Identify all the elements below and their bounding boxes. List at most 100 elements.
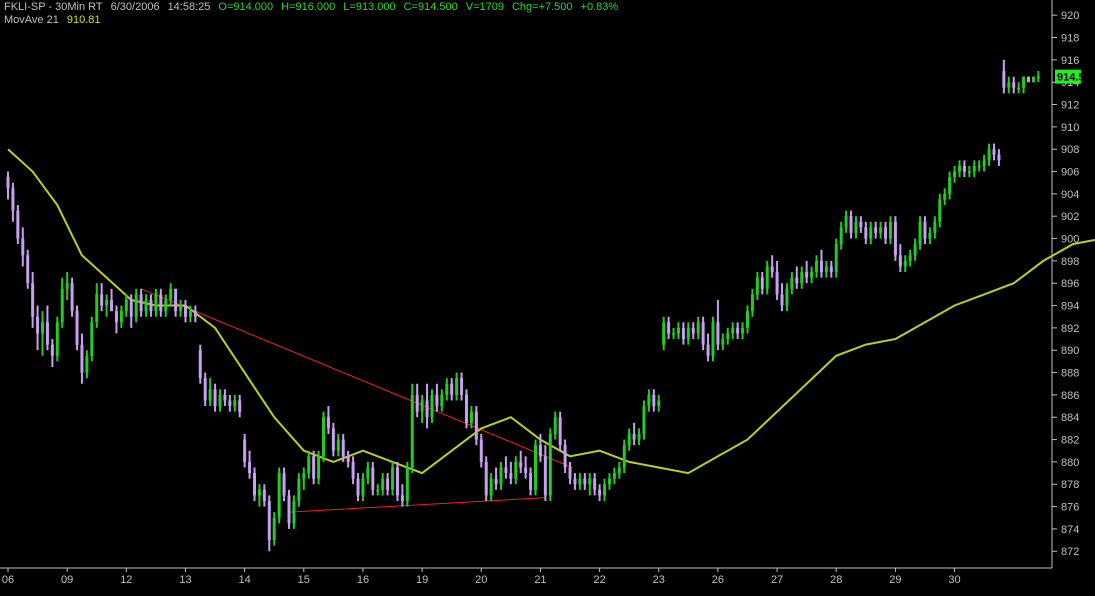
ohlc-bar: [346, 450, 350, 468]
ohlc-bar: [50, 339, 54, 367]
y-tick-label: 898: [1061, 256, 1079, 268]
moving-average-line: [7, 148, 1095, 475]
bar-body: [460, 378, 464, 395]
bar-body: [149, 299, 153, 312]
ohlc-bar: [307, 450, 311, 479]
ohlc-bar: [775, 260, 779, 300]
bar-body: [331, 428, 335, 451]
ohlc-bar: [524, 456, 528, 479]
bar-body: [50, 344, 54, 356]
ohlc-bar: [1012, 76, 1016, 94]
bar-body: [435, 394, 439, 407]
ohlc-bar: [529, 467, 533, 496]
ohlc-bar: [1017, 82, 1021, 94]
ohlc-bar: [612, 467, 616, 485]
bar-body: [489, 478, 493, 496]
ohlc-bar: [386, 473, 390, 496]
ohlc-bar: [741, 322, 745, 340]
y-tick-label: 910: [1061, 122, 1079, 134]
ohlc-bar: [317, 450, 321, 485]
bar-body: [326, 417, 330, 429]
ohlc-bar: [262, 484, 266, 507]
bar-body: [322, 417, 326, 457]
ohlc-bar: [322, 411, 326, 462]
ohlc-bar: [686, 322, 690, 345]
bar-body: [297, 478, 301, 501]
bar-body: [612, 473, 616, 479]
ohlc-bar: [179, 299, 183, 317]
ohlc-bar: [129, 294, 133, 328]
bar-body: [1022, 76, 1026, 88]
ohlc-bar: [943, 188, 947, 206]
y-tick-label: 916: [1061, 55, 1079, 67]
ohlc-bar: [55, 316, 59, 362]
ohlc-bar: [65, 272, 69, 300]
ohlc-bar: [637, 428, 641, 446]
y-tick-label: 880: [1061, 457, 1079, 469]
bar-body: [622, 445, 626, 468]
bar-body: [346, 456, 350, 462]
bar-body: [208, 389, 212, 401]
bar-body: [997, 154, 1001, 161]
ohlc-bar: [154, 288, 158, 317]
high-value: H=916.000: [281, 1, 336, 13]
y-tick-label: 920: [1061, 10, 1079, 22]
ohlc-bar: [913, 238, 917, 261]
y-tick-label: 874: [1061, 524, 1079, 536]
ohlc-bar: [124, 294, 128, 317]
ohlc-bar: [381, 473, 385, 496]
ohlc-bar: [203, 372, 207, 407]
ohlc-bar: [795, 266, 799, 289]
ohlc-bar: [376, 484, 380, 496]
ohlc-bar: [800, 266, 804, 289]
bar-body: [607, 478, 611, 485]
ohlc-bar: [568, 461, 572, 485]
y-tick-label: 884: [1061, 412, 1079, 424]
bar-body: [524, 467, 528, 474]
bar-body: [6, 177, 10, 189]
ohlc-bar: [760, 272, 764, 295]
x-tick-label: 15: [298, 574, 310, 586]
bar-body: [992, 149, 996, 155]
ohlc-bar: [509, 461, 513, 485]
bar-body: [1036, 76, 1040, 79]
ohlc-bar: [908, 249, 912, 267]
ohlc-bar: [938, 193, 942, 228]
low-value: L=913.000: [343, 1, 396, 13]
ohlc-bar: [90, 316, 94, 362]
ohlc-bar: [479, 433, 483, 468]
x-tick-label: 23: [653, 574, 665, 586]
ohlc-bar: [218, 389, 222, 412]
ohlc-bar: [331, 422, 335, 457]
bar-body: [553, 417, 557, 434]
bar-body: [420, 400, 424, 412]
y-tick-label: 888: [1061, 368, 1079, 380]
ohlc-bar: [114, 305, 118, 334]
ohlc-bar: [874, 221, 878, 239]
bar-body: [317, 456, 321, 479]
ohlc-bar: [588, 473, 592, 496]
bar-body: [90, 322, 94, 356]
bar-body: [445, 383, 449, 395]
bar-body: [474, 411, 478, 440]
x-tick-label: 26: [712, 574, 724, 586]
bar-body: [336, 439, 340, 451]
ohlc-bar: [425, 383, 429, 429]
y-tick-label: 892: [1061, 323, 1079, 335]
bar-body: [573, 478, 577, 485]
bar-body: [563, 445, 567, 468]
bar-body: [627, 433, 631, 446]
ohlc-bar: [918, 216, 922, 250]
ohlc-bar: [736, 322, 740, 340]
bar-body: [253, 473, 256, 496]
bar-body: [681, 327, 685, 340]
y-tick-label: 904: [1061, 189, 1079, 201]
ohlc-bar: [164, 294, 168, 317]
ohlc-bar: [277, 467, 281, 524]
ohlc-bar: [859, 216, 863, 233]
ohlc-bar: [538, 433, 542, 462]
bar-body: [159, 294, 163, 312]
bar-body: [790, 277, 794, 289]
ohlc-bar: [701, 316, 705, 351]
bar-body: [16, 210, 20, 239]
